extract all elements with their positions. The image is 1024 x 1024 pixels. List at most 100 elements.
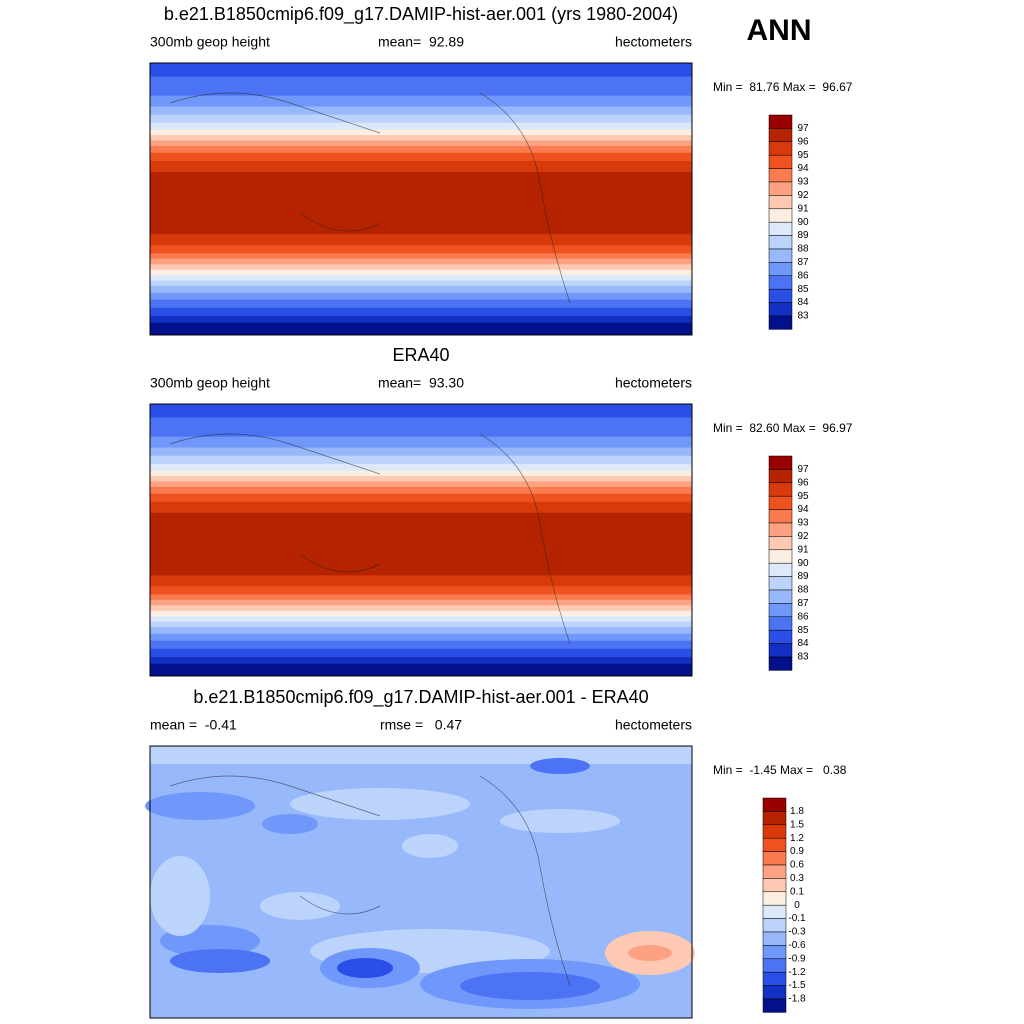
colorbar-box [762, 945, 787, 960]
contour-region [460, 972, 600, 1000]
colorbar-box [768, 154, 793, 169]
colorbar-box [768, 549, 793, 564]
colorbar-box [768, 603, 793, 618]
colorbar-box [768, 288, 793, 303]
season-label: ANN [747, 14, 812, 47]
colorbar-label: 1.8 [790, 806, 804, 817]
colorbar-label: 95 [797, 150, 809, 161]
contour-band [150, 152, 692, 162]
min-max-label: Min = 81.76 Max = 96.67 [713, 80, 853, 94]
colorbar-box [768, 114, 793, 129]
map-frame [149, 745, 693, 1019]
contour-band [150, 269, 692, 276]
colorbar-label: 92 [797, 531, 809, 542]
colorbar-box [762, 878, 787, 893]
contour-band [150, 575, 692, 587]
colorbar-box [762, 824, 787, 839]
colorbar-label: 1.2 [790, 833, 804, 844]
colorbar-box [768, 168, 793, 183]
panel-right-label: hectometers [615, 375, 692, 391]
contour-band [150, 455, 692, 465]
contour-band [150, 633, 692, 642]
colorbar-label: 0.9 [790, 846, 804, 857]
contour-band [150, 648, 692, 658]
colorbar-label: 0.1 [790, 886, 804, 897]
contour-band [150, 95, 692, 108]
colorbar-box [768, 522, 793, 537]
coastline [169, 433, 571, 645]
contour-band [150, 280, 692, 287]
colorbar-box [768, 616, 793, 631]
colorbar-label: 93 [797, 177, 809, 188]
colorbar-label: 0 [794, 900, 800, 911]
contour-band [150, 63, 692, 78]
colorbar-label: 0.3 [790, 873, 804, 884]
colorbar-box [768, 469, 793, 484]
contour-region [145, 792, 255, 820]
panel-left-label: mean = -0.41 [150, 717, 237, 733]
colorbar-box [768, 235, 793, 250]
contour-band [150, 663, 692, 677]
contour-band [150, 463, 692, 472]
colorbar-label: 93 [797, 518, 809, 529]
colorbar-box [762, 931, 787, 946]
colorbar-label: 94 [797, 504, 809, 515]
contour-band [150, 258, 692, 265]
contour-band [150, 307, 692, 317]
colorbar-label: -1.5 [788, 980, 806, 991]
colorbar-box [768, 643, 793, 658]
contour-band [150, 322, 692, 336]
contour-band [150, 160, 692, 173]
colorbar-box [762, 998, 787, 1013]
colorbar-box [768, 455, 793, 470]
colorbar-label: 1.5 [790, 819, 804, 830]
contour-band [150, 481, 692, 488]
contour-band [150, 476, 692, 483]
colorbar-box [768, 302, 793, 317]
map-frame [149, 403, 693, 677]
coastline [169, 775, 571, 987]
contour-region [628, 945, 672, 961]
contour-region [290, 788, 470, 820]
colorbar-label: 91 [797, 203, 809, 214]
colorbar-label: 94 [797, 163, 809, 174]
contour-region [500, 809, 620, 833]
contour-band [150, 470, 692, 477]
colorbar-label: 87 [797, 257, 809, 268]
contour-band [150, 245, 692, 254]
colorbar-label: 97 [797, 123, 809, 134]
colorbar-label: 86 [797, 611, 809, 622]
panel-title: b.e21.B1850cmip6.f09_g17.DAMIP-hist-aer.… [164, 4, 678, 25]
colorbar-box [768, 128, 793, 143]
contour-band [150, 493, 692, 503]
contour-band [150, 627, 692, 635]
colorbar-box [762, 837, 787, 852]
contour-band [150, 122, 692, 131]
contour-band [150, 106, 692, 116]
colorbar-label: 87 [797, 598, 809, 609]
contour-band [150, 656, 692, 665]
contour-band [150, 264, 692, 271]
colorbar-box [768, 248, 793, 263]
colorbar-box [768, 262, 793, 277]
colorbar-box [768, 275, 793, 290]
min-max-label: Min = -1.45 Max = 0.38 [713, 763, 847, 777]
colorbar-label: 97 [797, 464, 809, 475]
contour-region [402, 834, 458, 858]
contour-band [150, 621, 692, 628]
colorbar-label: 89 [797, 571, 809, 582]
colorbar-label: 85 [797, 284, 809, 295]
colorbar-label: 86 [797, 270, 809, 281]
contour-band [150, 275, 692, 282]
contour-band [150, 171, 692, 235]
contour-band [150, 145, 692, 154]
colorbar-box [768, 315, 793, 330]
contour-region [260, 892, 340, 920]
colorbar-box [768, 509, 793, 524]
colorbar-box [768, 195, 793, 210]
panel-right-label: hectometers [615, 34, 692, 50]
colorbar-label: 84 [797, 638, 809, 649]
panel-left-label: 300mb geop height [150, 34, 270, 50]
panel-title: ERA40 [392, 345, 449, 365]
contour-band [150, 594, 692, 601]
